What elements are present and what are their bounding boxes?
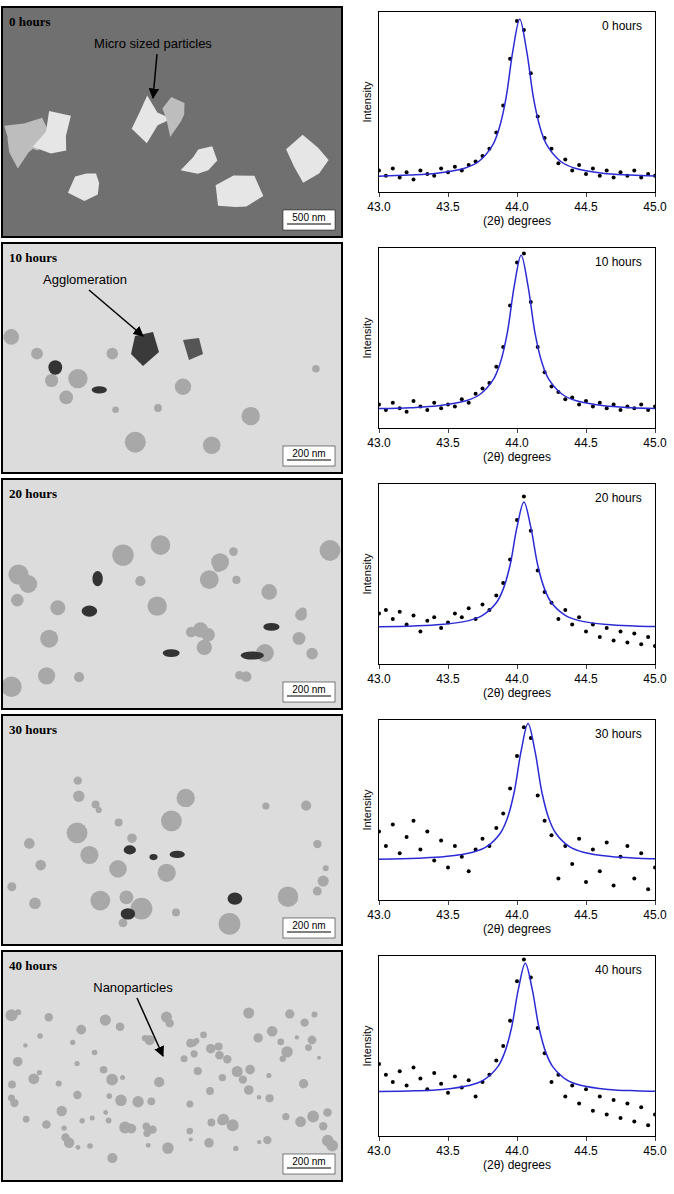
svg-text:43.0: 43.0: [367, 908, 391, 922]
svg-text:44.5: 44.5: [574, 200, 598, 214]
svg-text:44.0: 44.0: [505, 672, 529, 686]
svg-text:Micro sized particles: Micro sized particles: [94, 36, 212, 51]
svg-text:(2θ) degrees: (2θ) degrees: [483, 1158, 551, 1172]
svg-text:43.5: 43.5: [436, 200, 460, 214]
svg-text:Intensity: Intensity: [361, 317, 373, 358]
svg-text:30 hours: 30 hours: [595, 727, 642, 741]
svg-text:43.0: 43.0: [367, 436, 391, 450]
svg-text:40 hours: 40 hours: [9, 958, 57, 973]
svg-text:20 hours: 20 hours: [9, 486, 57, 501]
svg-text:(2θ) degrees: (2θ) degrees: [483, 450, 551, 464]
svg-text:44.0: 44.0: [505, 200, 529, 214]
svg-text:200 nm: 200 nm: [292, 684, 325, 695]
svg-text:10 hours: 10 hours: [9, 250, 57, 265]
svg-text:44.5: 44.5: [574, 1144, 598, 1158]
svg-text:(2θ) degrees: (2θ) degrees: [483, 686, 551, 700]
svg-text:Intensity: Intensity: [361, 1025, 373, 1066]
svg-text:30 hours: 30 hours: [9, 722, 57, 737]
svg-text:40 hours: 40 hours: [595, 963, 642, 977]
svg-text:44.5: 44.5: [574, 908, 598, 922]
svg-text:20 hours: 20 hours: [595, 491, 642, 505]
svg-text:43.0: 43.0: [367, 1144, 391, 1158]
svg-text:(2θ) degrees: (2θ) degrees: [483, 922, 551, 936]
svg-text:Intensity: Intensity: [361, 81, 373, 122]
svg-text:45.0: 45.0: [643, 200, 667, 214]
svg-text:Intensity: Intensity: [361, 789, 373, 830]
svg-text:43.5: 43.5: [436, 908, 460, 922]
svg-text:Nanoparticles: Nanoparticles: [93, 980, 173, 995]
svg-text:43.5: 43.5: [436, 1144, 460, 1158]
svg-text:45.0: 45.0: [643, 672, 667, 686]
svg-text:43.5: 43.5: [436, 436, 460, 450]
svg-text:43.0: 43.0: [367, 200, 391, 214]
svg-text:44.5: 44.5: [574, 672, 598, 686]
svg-text:500 nm: 500 nm: [292, 212, 325, 223]
svg-text:43.5: 43.5: [436, 672, 460, 686]
svg-text:44.0: 44.0: [505, 436, 529, 450]
svg-text:43.0: 43.0: [367, 672, 391, 686]
svg-text:44.0: 44.0: [505, 908, 529, 922]
svg-text:44.0: 44.0: [505, 1144, 529, 1158]
svg-text:44.5: 44.5: [574, 436, 598, 450]
svg-text:200 nm: 200 nm: [292, 1156, 325, 1167]
svg-text:45.0: 45.0: [643, 436, 667, 450]
svg-text:200 nm: 200 nm: [292, 920, 325, 931]
svg-text:45.0: 45.0: [643, 1144, 667, 1158]
svg-text:0 hours: 0 hours: [9, 14, 51, 29]
svg-text:Agglomeration: Agglomeration: [43, 272, 127, 287]
svg-text:45.0: 45.0: [643, 908, 667, 922]
svg-text:200 nm: 200 nm: [292, 448, 325, 459]
svg-text:(2θ) degrees: (2θ) degrees: [483, 214, 551, 228]
svg-text:0 hours: 0 hours: [602, 19, 642, 33]
svg-text:Intensity: Intensity: [361, 553, 373, 594]
svg-text:10 hours: 10 hours: [595, 255, 642, 269]
